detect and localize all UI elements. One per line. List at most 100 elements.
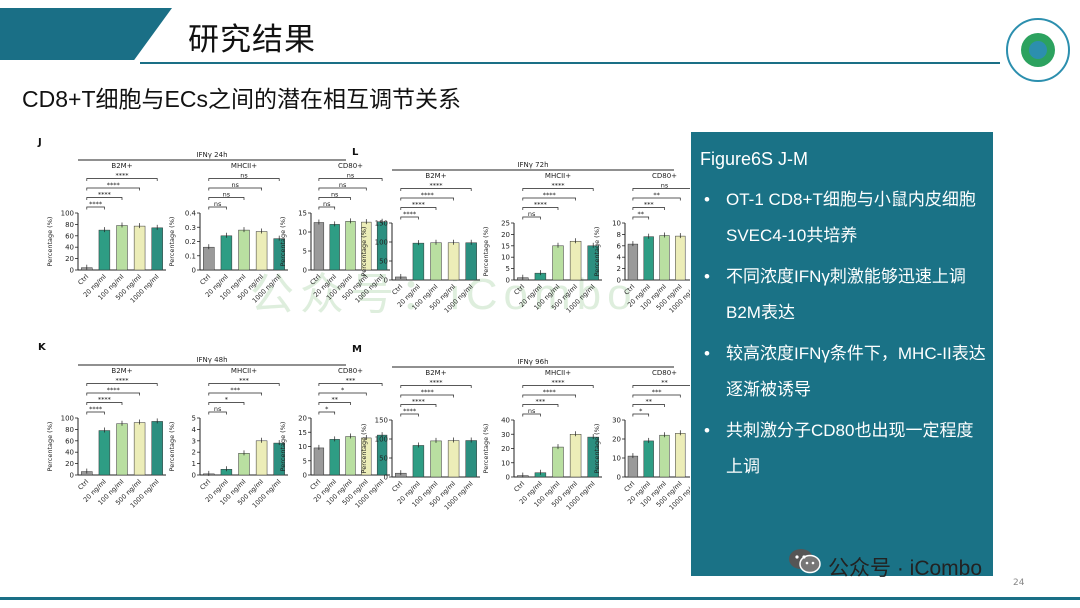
significance-label: *** (644, 201, 655, 209)
subplot-name: CD80+ (338, 162, 363, 170)
bar (552, 245, 564, 281)
significance-label: **** (116, 377, 130, 385)
significance-label: **** (552, 379, 566, 387)
significance-label: * (325, 405, 329, 413)
subplot-name: B2M+ (111, 162, 132, 170)
significance-label: ns (214, 200, 222, 208)
condition-label: IFNγ 96h (517, 358, 548, 366)
y-tick-label: 10 (298, 443, 307, 451)
significance-label: ** (331, 396, 338, 404)
significance-bracket (522, 216, 541, 220)
bullet-item: 不同浓度IFNγ刺激能够迅速上调B2M表达 (700, 259, 990, 331)
significance-label: **** (403, 210, 417, 218)
bar (329, 224, 340, 271)
bar (133, 225, 146, 271)
y-tick-label: 20 (298, 415, 307, 423)
significance-label: **** (89, 200, 103, 208)
significance-bracket (86, 383, 158, 386)
significance-bracket (400, 188, 472, 191)
subplot-name: CD80+ (338, 367, 363, 375)
significance-bracket (208, 178, 280, 181)
significance-bracket (400, 404, 437, 407)
significance-label: **** (543, 388, 557, 396)
significance-bracket (522, 413, 541, 417)
significance-bracket (400, 207, 437, 210)
significance-label: ns (231, 181, 239, 189)
bar (412, 445, 425, 478)
significance-label: ** (638, 210, 645, 218)
significance-bracket (632, 197, 681, 201)
significance-bracket (208, 402, 245, 405)
bar (627, 243, 639, 281)
significance-bracket (318, 402, 351, 405)
bar (659, 434, 670, 478)
significance-label: *** (239, 377, 250, 385)
significance-bracket (632, 404, 665, 407)
significance-label: ns (661, 182, 669, 190)
significance-label: ** (645, 398, 652, 406)
significance-bracket (86, 178, 158, 181)
y-axis-label: Percentage (%) (360, 424, 368, 474)
subplot-name: B2M+ (425, 369, 446, 377)
bar (465, 440, 477, 478)
bar (255, 440, 268, 476)
bar (345, 436, 356, 476)
y-tick-label: 5 (506, 265, 510, 273)
significance-label: **** (552, 182, 566, 190)
significance-label: * (225, 396, 229, 404)
subplot-name: MHCII+ (545, 172, 571, 180)
significance-bracket (632, 207, 665, 210)
significance-label: **** (98, 396, 112, 404)
significance-bracket (208, 383, 280, 386)
bar (675, 433, 686, 478)
panel-letter: K (38, 342, 47, 353)
wechat-account-label: 公众号 · iCombo (828, 557, 983, 580)
significance-label: **** (412, 398, 426, 406)
y-tick-label: 2 (617, 265, 621, 273)
significance-bracket (632, 216, 650, 220)
bar (643, 236, 654, 281)
y-tick-label: 5 (303, 248, 307, 256)
y-tick-label: 20 (65, 255, 74, 263)
institution-logo-icon (1006, 18, 1070, 82)
significance-bracket (632, 385, 690, 388)
y-axis-label: Percentage (%) (168, 422, 176, 472)
significance-label: *** (652, 388, 663, 396)
significance-bracket (208, 392, 262, 396)
y-tick-label: 0 (384, 474, 388, 482)
bar (203, 246, 215, 271)
y-axis-label: Percentage (%) (279, 217, 287, 267)
bar (98, 229, 111, 271)
bar (552, 446, 564, 478)
y-tick-label: 40 (65, 244, 74, 252)
y-tick-label: 0.3 (185, 224, 196, 232)
subplot-name: MHCII+ (545, 369, 571, 377)
y-tick-label: 0 (506, 277, 510, 285)
y-tick-label: 15 (298, 210, 307, 218)
subplot-name: MHCII+ (231, 367, 257, 375)
significance-label: *** (536, 398, 547, 406)
significance-bracket (318, 383, 383, 386)
significance-label: ns (528, 407, 536, 415)
significance-label: **** (421, 191, 435, 199)
y-tick-label: 10 (612, 455, 621, 463)
significance-label: ns (240, 172, 248, 180)
significance-bracket (522, 385, 594, 388)
significance-label: **** (89, 405, 103, 413)
bar (98, 430, 111, 476)
y-tick-label: 0 (384, 277, 388, 285)
y-tick-label: 0.2 (185, 238, 196, 246)
bar (116, 225, 128, 271)
subplot-name: B2M+ (425, 172, 446, 180)
significance-bracket (400, 385, 472, 388)
bar (255, 231, 268, 271)
condition-label: IFNγ 48h (196, 356, 227, 364)
bar (627, 455, 639, 478)
y-tick-label: 60 (65, 232, 74, 240)
significance-label: ns (214, 405, 222, 413)
significance-bracket (522, 394, 576, 398)
y-axis-label: Percentage (%) (482, 227, 490, 277)
bar (659, 235, 670, 281)
significance-bracket (86, 411, 105, 415)
